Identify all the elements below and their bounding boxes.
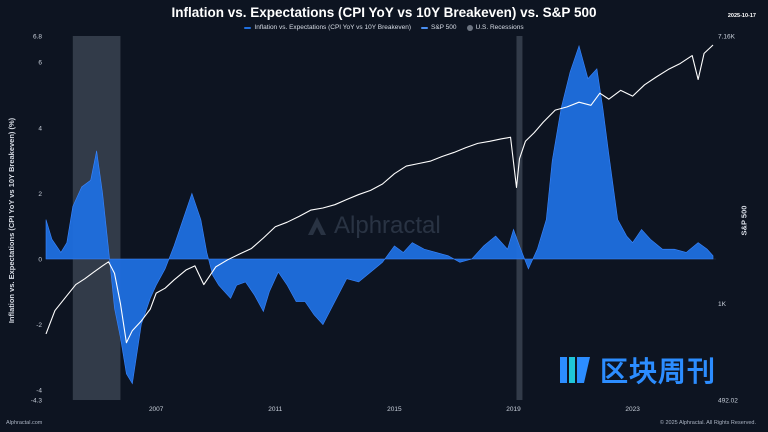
date-stamp: 2025-10-17 <box>727 13 756 19</box>
y-left-tick-0: 6.8 <box>33 34 42 41</box>
x-tick-3: 2019 <box>506 406 521 413</box>
y-right-tick-0: 7.16K <box>718 34 736 41</box>
recession-bands <box>72 36 523 400</box>
legend-swatch-inflation <box>244 26 252 29</box>
x-tick-1: 2011 <box>268 406 282 413</box>
legend-label-spx: S&P 500 <box>430 24 457 31</box>
spx-line-layer <box>45 44 714 344</box>
legend-label-recessions: U.S. Recessions <box>475 24 524 31</box>
publisher-logo: 区块周刊 <box>558 350 716 390</box>
alphractal-logo-icon <box>308 217 326 235</box>
y-left-tick-5: -2 <box>36 322 42 329</box>
y-left-tick-7: -4.3 <box>31 398 43 405</box>
spx-line <box>45 44 714 344</box>
y-left-tick-6: -4 <box>36 388 42 395</box>
inflation-area-layer <box>45 44 714 385</box>
y-right-tick-1: 1K <box>718 301 727 308</box>
y-left-tick-3: 2 <box>38 191 42 198</box>
x-tick-0: 2007 <box>149 406 164 413</box>
watermark-text: Alphractal <box>334 212 441 239</box>
x-tick-2: 2015 <box>387 406 402 413</box>
y-left-tick-2: 4 <box>38 125 42 132</box>
x-tick-4: 2023 <box>625 406 640 413</box>
legend-label-inflation: Inflation vs. Expectations (CPI YoY vs 1… <box>254 24 411 31</box>
chart-title: Inflation vs. Expectations (CPI YoY vs 1… <box>171 5 597 20</box>
y-left-tick-1: 6 <box>38 60 42 67</box>
publisher-logo-text: 区块周刊 <box>600 356 717 387</box>
y-left-ticks: 6.8 6 4 2 0 -2 -4 -4.3 <box>31 34 43 405</box>
y-left-tick-4: 0 <box>38 256 42 263</box>
legend-swatch-recessions <box>466 24 473 31</box>
y-right-tick-2: 492.02 <box>718 398 738 405</box>
watermark: Alphractal <box>306 212 441 240</box>
legend-swatch-spx <box>420 26 428 29</box>
footer-copyright: © 2025 Alphractal. All Rights Reserved. <box>659 420 756 426</box>
legend-item-inflation[interactable]: Inflation vs. Expectations (CPI YoY vs 1… <box>244 24 411 31</box>
publisher-logo-icon <box>560 357 590 383</box>
legend-item-spx[interactable]: S&P 500 <box>420 24 457 31</box>
x-ticks: 2007 2011 2015 2019 2023 <box>149 406 640 413</box>
y-right-ticks: 7.16K 1K 492.02 <box>718 34 738 405</box>
legend: Inflation vs. Expectations (CPI YoY vs 1… <box>0 24 768 31</box>
inflation-area <box>45 44 714 385</box>
footer-site[interactable]: Alphractal.com <box>6 420 43 426</box>
legend-item-recessions[interactable]: U.S. Recessions <box>466 24 524 31</box>
recession-band-1 <box>516 36 523 400</box>
